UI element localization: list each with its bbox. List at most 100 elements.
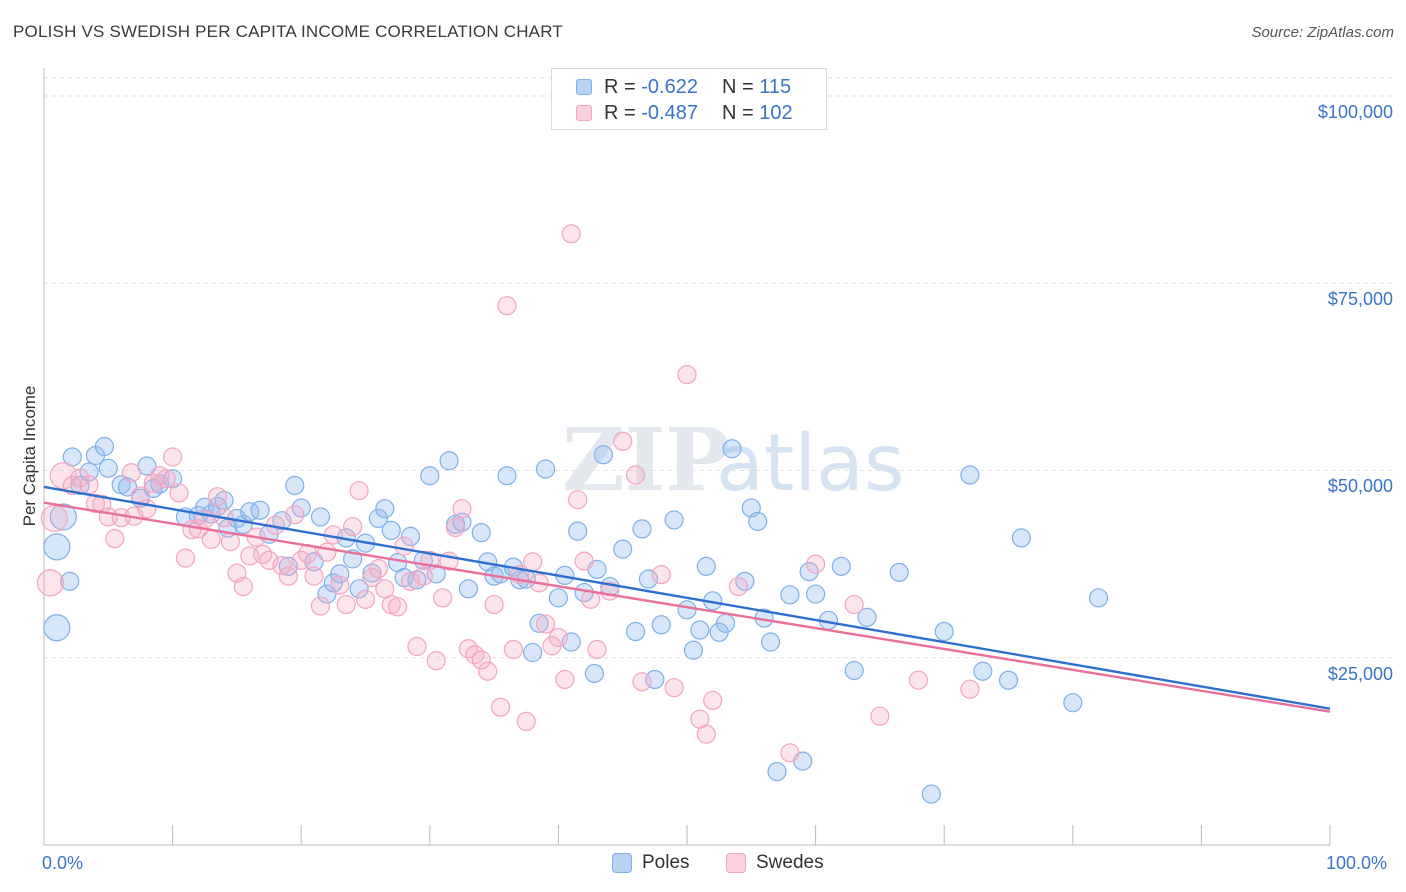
swedes-point-36 bbox=[278, 566, 298, 586]
series-swedes-points bbox=[36, 224, 980, 763]
poles-point-71 bbox=[568, 521, 588, 541]
swedes-point-63 bbox=[452, 499, 472, 519]
swedes-point-37 bbox=[285, 505, 305, 525]
poles-point-103 bbox=[831, 556, 851, 576]
swedes-point-94 bbox=[703, 690, 723, 711]
swedes-point-54 bbox=[394, 536, 414, 556]
poles-point-73 bbox=[584, 663, 605, 684]
swedes-point-101 bbox=[960, 679, 980, 699]
poles-point-84 bbox=[677, 600, 697, 620]
swedes-point-50 bbox=[368, 559, 388, 579]
legend-n-value: 102 bbox=[759, 101, 793, 124]
x-tick-min: 0.0% bbox=[42, 853, 84, 873]
legend-row-swedes: R = -0.487 N = 102 bbox=[576, 101, 793, 125]
swedes-point-76 bbox=[535, 614, 556, 634]
swedes-point-41 bbox=[310, 596, 331, 616]
swedes-point-11 bbox=[121, 463, 142, 483]
poles-point-112 bbox=[1011, 528, 1031, 548]
swedes-point-96 bbox=[780, 743, 800, 763]
swedes-point-99 bbox=[870, 706, 890, 726]
poles-point-67 bbox=[535, 459, 556, 479]
swedes-point-95 bbox=[728, 576, 749, 597]
poles-point-15 bbox=[150, 474, 170, 494]
swedes-point-86 bbox=[613, 431, 633, 451]
swedes-point-18 bbox=[163, 447, 183, 467]
poles-point-97 bbox=[767, 761, 787, 782]
swedes-point-48 bbox=[355, 589, 376, 609]
poles-point-82 bbox=[651, 615, 671, 635]
swedes-point-47 bbox=[349, 481, 369, 501]
swedes-point-55 bbox=[400, 571, 421, 591]
swedes-legend-icon bbox=[726, 853, 746, 873]
swedes-point-40 bbox=[304, 566, 324, 586]
swedes-point-33 bbox=[259, 550, 279, 570]
poles-point-68 bbox=[548, 588, 569, 608]
poles-trend-line bbox=[43, 485, 1331, 710]
watermark-atlas: atlas bbox=[716, 419, 905, 509]
y-tick-label-1: $50,000 bbox=[1327, 476, 1393, 497]
y-tick-label-2: $75,000 bbox=[1327, 289, 1393, 310]
poles-point-79 bbox=[632, 519, 652, 539]
poles-point-9 bbox=[98, 458, 118, 478]
poles-point-45 bbox=[381, 520, 401, 541]
axes bbox=[43, 68, 1331, 846]
poles-point-37 bbox=[330, 564, 350, 584]
poles-point-107 bbox=[921, 784, 941, 804]
swedes-trend-line bbox=[43, 501, 1331, 713]
legend-r-label: R = bbox=[604, 101, 636, 124]
poles-point-56 bbox=[458, 579, 478, 599]
swedes-point-29 bbox=[233, 576, 253, 597]
poles-point-61 bbox=[497, 466, 517, 486]
poles-point-43 bbox=[368, 508, 388, 529]
swedes-point-14 bbox=[137, 499, 157, 519]
poles-point-92 bbox=[735, 571, 755, 591]
watermark-zip: ZIP bbox=[562, 410, 730, 511]
legend-r-label: R = bbox=[604, 75, 636, 98]
poles-legend-icon bbox=[612, 853, 632, 873]
poles-point-87 bbox=[696, 556, 716, 576]
poles-point-8 bbox=[94, 436, 115, 457]
poles-point-110 bbox=[973, 661, 993, 681]
legend-r-value: -0.487 bbox=[641, 101, 698, 124]
poles-point-80 bbox=[638, 569, 659, 589]
swedes-point-59 bbox=[426, 651, 446, 671]
swedes-point-45 bbox=[336, 594, 356, 615]
poles-point-98 bbox=[780, 585, 800, 605]
poles-point-85 bbox=[683, 640, 704, 660]
swedes-point-15 bbox=[143, 473, 163, 493]
poles-point-77 bbox=[613, 539, 633, 559]
poles-point-101 bbox=[805, 584, 826, 604]
legend-n-label: N = bbox=[721, 101, 754, 124]
swedes-point-79 bbox=[555, 669, 575, 690]
swedes-point-67 bbox=[478, 661, 498, 681]
poles-point-65 bbox=[523, 642, 543, 663]
swedes-point-71 bbox=[503, 639, 523, 660]
poles-point-106 bbox=[889, 562, 909, 582]
swedes-point-70 bbox=[497, 296, 517, 316]
swedes-point-78 bbox=[548, 627, 569, 648]
swedes-point-6 bbox=[85, 493, 106, 514]
swedes-point-60 bbox=[433, 588, 453, 608]
poles-point-0 bbox=[43, 533, 71, 561]
y-tick-label-3: $100,000 bbox=[1317, 101, 1393, 122]
swedes-point-9 bbox=[105, 529, 125, 549]
poles-point-51 bbox=[420, 466, 440, 486]
poles-point-109 bbox=[960, 465, 980, 485]
swedes-swatch-icon bbox=[576, 105, 592, 121]
swedes-point-90 bbox=[664, 678, 684, 698]
swedes-point-68 bbox=[484, 594, 504, 615]
swedes-point-91 bbox=[677, 365, 697, 385]
swedes-point-53 bbox=[388, 597, 408, 617]
swedes-point-93 bbox=[696, 724, 716, 744]
poles-swatch-icon bbox=[576, 79, 592, 95]
trend-lines bbox=[43, 485, 1331, 713]
poles-point-1 bbox=[43, 614, 71, 642]
poles-point-3 bbox=[60, 571, 80, 591]
poles-point-96 bbox=[760, 632, 781, 652]
swedes-point-42 bbox=[317, 542, 337, 562]
stats-legend: R = -0.622 N = 115 R = -0.487 N = 102 bbox=[551, 68, 827, 130]
swedes-point-24 bbox=[201, 529, 221, 549]
poles-point-78 bbox=[625, 621, 646, 642]
chart-title: POLISH VS SWEDISH PER CAPITA INCOME CORR… bbox=[13, 22, 563, 41]
y-axis-label: Per Capita Income bbox=[20, 385, 39, 527]
